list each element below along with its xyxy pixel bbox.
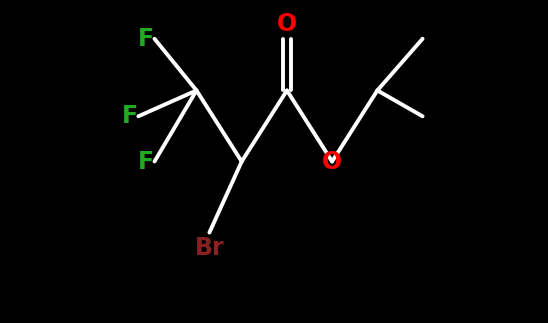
Text: F: F: [138, 27, 155, 51]
Text: O: O: [277, 12, 297, 36]
Text: O: O: [322, 150, 342, 173]
Text: Br: Br: [195, 236, 224, 260]
Text: F: F: [138, 150, 155, 173]
Text: F: F: [122, 104, 138, 128]
